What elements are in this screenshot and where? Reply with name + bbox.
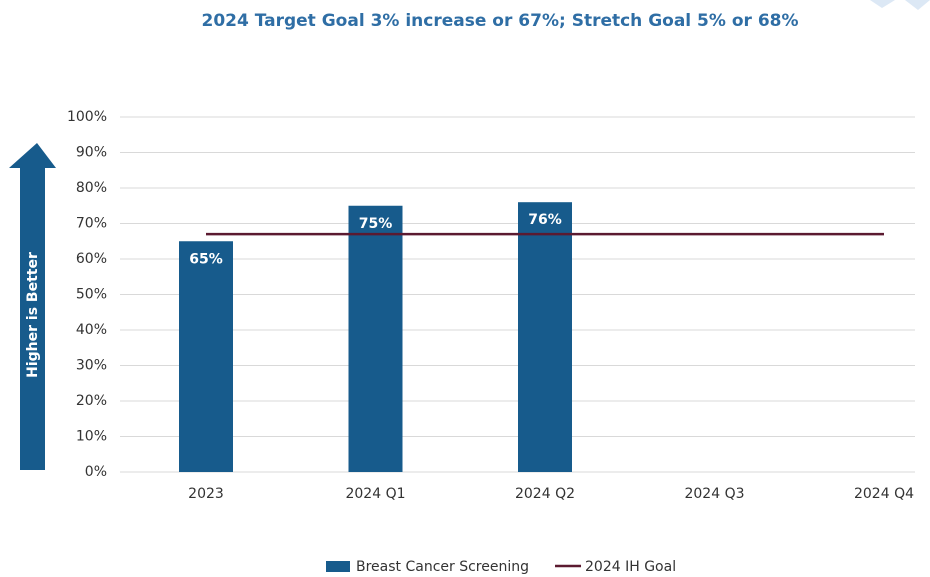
- corner-decoration: [870, 0, 895, 8]
- y-tick-label: 100%: [67, 109, 107, 125]
- corner-decoration: [905, 0, 930, 10]
- y-tick-label: 20%: [76, 393, 107, 409]
- y-tick-label: 50%: [76, 287, 107, 303]
- x-tick-label: 2024 Q1: [345, 486, 405, 502]
- bar: [179, 241, 233, 472]
- x-tick-label: 2024 Q3: [684, 486, 744, 502]
- y-tick-label: 0%: [85, 464, 107, 480]
- chart-title: 2024 Target Goal 3% increase or 67%; Str…: [201, 11, 798, 31]
- annotation: Higher is Better: [25, 252, 41, 378]
- data-label: 76%: [528, 212, 562, 228]
- x-tick-label: 2024 Q2: [515, 486, 575, 502]
- legend-label: Breast Cancer Screening: [356, 559, 529, 575]
- y-tick-label: 40%: [76, 322, 107, 338]
- bar: [518, 202, 572, 472]
- y-tick-label: 10%: [76, 429, 107, 445]
- data-label: 75%: [359, 216, 393, 232]
- legend-swatch: [326, 561, 350, 572]
- x-tick-label: 2024 Q4: [854, 486, 914, 502]
- y-tick-label: 70%: [76, 216, 107, 232]
- data-label: 65%: [189, 251, 223, 267]
- y-tick-label: 30%: [76, 358, 107, 374]
- legend-label: 2024 IH Goal: [585, 559, 676, 575]
- bar: [348, 205, 403, 472]
- arrow: [9, 143, 56, 470]
- y-tick-label: 60%: [76, 251, 107, 267]
- x-tick-label: 2023: [188, 486, 224, 502]
- y-tick-label: 80%: [76, 180, 107, 196]
- y-tick-label: 90%: [76, 145, 107, 161]
